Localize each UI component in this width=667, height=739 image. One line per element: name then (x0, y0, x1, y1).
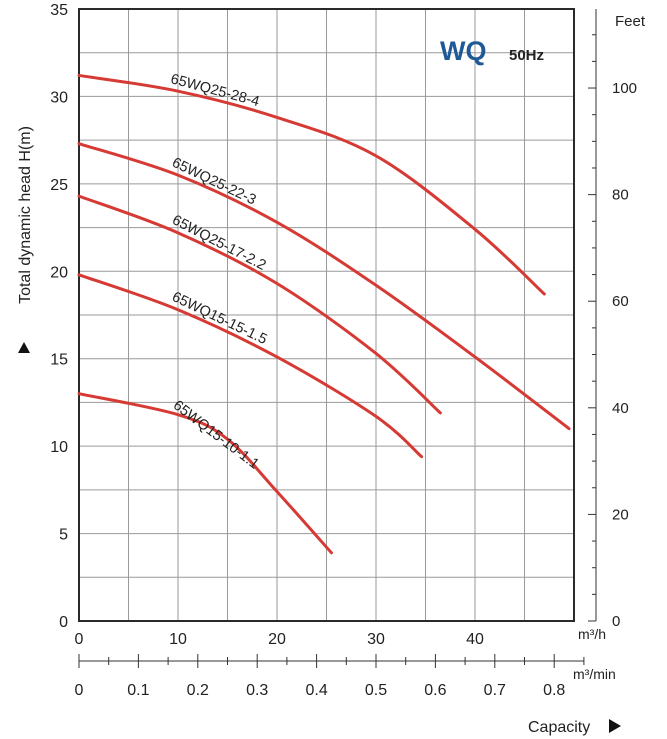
x-axis-ticks: 0 10 20 30 40 (75, 631, 484, 648)
x-tick-label: 20 (268, 631, 286, 648)
y-tick-label: 25 (50, 177, 68, 194)
feet-tick-label: 20 (612, 506, 629, 523)
feet-tick-label: 40 (612, 400, 629, 417)
x2-tick-label: 0.7 (484, 682, 506, 699)
curve-label: 65WQ15-15-1.5 (169, 289, 269, 348)
curves (77, 73, 571, 555)
x2-tick-label: 0.5 (365, 682, 387, 699)
curve-label: 65WQ25-17-2.2 (169, 212, 268, 274)
x-axis-label: Capacity (528, 719, 590, 736)
x-tick-label: 40 (466, 631, 484, 648)
feet-axis: 0 20 40 60 80 100 (588, 9, 637, 630)
x-unit-top: m³/h (578, 626, 606, 642)
x2-tick-label: 0.2 (187, 682, 209, 699)
feet-tick-label: 80 (612, 187, 629, 204)
x-axis-arrow-icon (609, 719, 621, 733)
y-axis-label: Total dynamic head H(m) (17, 126, 34, 304)
frequency-label: 50Hz (509, 47, 544, 64)
plot-frame (78, 8, 575, 622)
curve-label: 65WQ15-10-1.1 (170, 397, 262, 472)
x2-tick-label: 0.8 (543, 682, 565, 699)
x-tick-label: 0 (75, 631, 84, 648)
y-tick-label: 5 (59, 527, 68, 544)
y-tick-label: 15 (50, 352, 68, 369)
y-tick-label: 0 (59, 614, 68, 631)
pump-curve (77, 392, 333, 555)
pump-curve (77, 194, 442, 415)
pump-curve (77, 73, 546, 296)
feet-tick-label: 0 (612, 613, 620, 630)
x-tick-label: 30 (367, 631, 385, 648)
feet-tick-label: 100 (612, 80, 637, 97)
y-tick-label: 20 (50, 264, 68, 281)
x2-tick-label: 0.4 (305, 682, 327, 699)
y-axis-ticks: 0 5 10 15 20 25 30 35 (50, 2, 68, 631)
x2-tick-label: 0.1 (127, 682, 149, 699)
y-axis-arrow-icon (18, 342, 30, 353)
x2-axis: 0 0.1 0.2 0.3 0.4 0.5 0.6 0.7 0.8 (75, 654, 585, 699)
y-tick-label: 35 (50, 2, 68, 19)
feet-tick-label: 60 (612, 293, 629, 310)
y-tick-label: 30 (50, 89, 68, 106)
feet-label: Feet (615, 13, 646, 30)
x-tick-label: 10 (169, 631, 187, 648)
x2-tick-label: 0.6 (424, 682, 446, 699)
x2-tick-label: 0.3 (246, 682, 268, 699)
x2-tick-label: 0 (75, 682, 84, 699)
x-unit-bottom: m³/min (573, 666, 616, 682)
curve-label: 65WQ25-22-3 (169, 155, 258, 209)
grid (79, 9, 574, 621)
y-tick-label: 10 (50, 439, 68, 456)
pump-curve (77, 273, 424, 459)
pump-curve (77, 142, 571, 431)
brand-wq: WQ (440, 36, 487, 66)
